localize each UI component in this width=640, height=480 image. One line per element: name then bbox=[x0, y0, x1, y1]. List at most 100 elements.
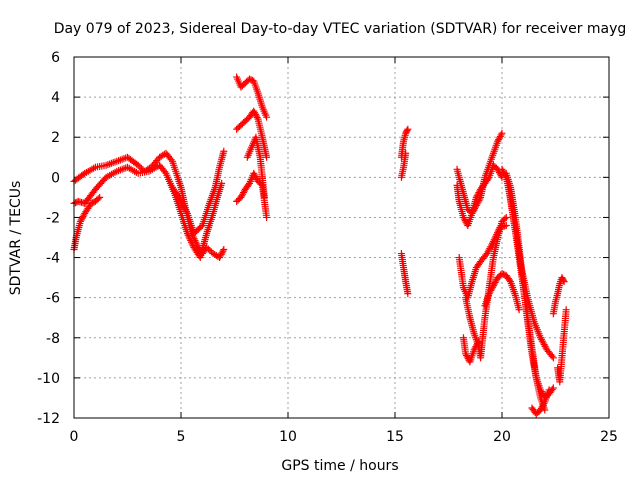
tick-labels: 0 5 10 15 20 25 -12 -10 -8 -6 -4 -2 0 2 4 6 bbox=[37, 50, 618, 445]
series-trace-21 bbox=[528, 386, 553, 418]
series-trace-3 bbox=[70, 193, 104, 254]
series-trace-2 bbox=[70, 161, 226, 262]
data-point bbox=[403, 127, 411, 135]
data-point bbox=[549, 384, 557, 392]
data-marks bbox=[70, 73, 570, 418]
data-point bbox=[134, 161, 142, 169]
data-point bbox=[471, 344, 479, 352]
data-point bbox=[263, 153, 271, 161]
data-point bbox=[496, 132, 504, 140]
y-tick-label: -2 bbox=[46, 210, 60, 226]
data-point bbox=[490, 280, 498, 288]
data-point bbox=[216, 252, 224, 260]
data-point bbox=[560, 278, 568, 286]
data-point bbox=[218, 249, 226, 257]
data-point bbox=[492, 277, 500, 285]
data-point bbox=[239, 189, 247, 197]
data-point bbox=[253, 114, 261, 122]
data-point bbox=[94, 195, 102, 203]
y-tick-label: 6 bbox=[51, 50, 60, 66]
data-point bbox=[167, 156, 175, 164]
grid-lines bbox=[74, 57, 609, 418]
data-point bbox=[459, 213, 467, 221]
data-point bbox=[220, 246, 228, 254]
data-point bbox=[537, 388, 545, 396]
y-tick-label: -4 bbox=[46, 251, 60, 267]
x-tick-label: 20 bbox=[493, 429, 511, 445]
data-point bbox=[487, 286, 495, 294]
data-point bbox=[250, 107, 258, 115]
data-point bbox=[475, 189, 483, 197]
data-point bbox=[562, 306, 570, 314]
data-point bbox=[502, 213, 510, 221]
data-point bbox=[206, 247, 214, 255]
data-point bbox=[96, 193, 104, 201]
y-tick-label: 0 bbox=[51, 170, 60, 186]
data-point bbox=[252, 174, 260, 182]
data-point bbox=[539, 401, 547, 409]
data-point bbox=[183, 208, 191, 216]
data-point bbox=[239, 190, 247, 198]
data-point bbox=[501, 215, 509, 223]
plot-frame bbox=[73, 56, 610, 419]
data-point bbox=[489, 283, 497, 291]
data-point bbox=[252, 112, 260, 120]
chart-title: Day 079 of 2023, Sidereal Day-to-day VTE… bbox=[54, 21, 627, 37]
y-tick-label: -10 bbox=[37, 371, 60, 387]
data-point bbox=[238, 192, 246, 200]
data-point bbox=[263, 113, 271, 121]
data-point bbox=[473, 341, 481, 349]
x-tick-label: 25 bbox=[600, 429, 618, 445]
data-point bbox=[402, 149, 410, 157]
data-point bbox=[251, 109, 259, 117]
y-axis-label: SDTVAR / TECUs bbox=[8, 181, 24, 296]
x-axis-label: GPS time / hours bbox=[281, 458, 398, 474]
data-point bbox=[515, 306, 523, 314]
data-point bbox=[498, 165, 506, 173]
data-point bbox=[260, 193, 268, 201]
data-point bbox=[491, 278, 499, 286]
data-point bbox=[77, 216, 85, 224]
data-point bbox=[137, 164, 145, 172]
data-point bbox=[78, 214, 86, 222]
x-tick-label: 0 bbox=[70, 429, 79, 445]
data-point bbox=[559, 276, 567, 284]
series-trace-6 bbox=[233, 107, 271, 161]
data-point bbox=[251, 173, 259, 181]
data-point bbox=[498, 129, 506, 137]
data-point bbox=[495, 136, 503, 144]
data-point bbox=[250, 169, 258, 177]
data-point bbox=[462, 350, 470, 358]
series-trace-23 bbox=[554, 306, 570, 386]
data-point bbox=[537, 404, 545, 412]
data-point bbox=[216, 254, 224, 262]
data-point bbox=[494, 137, 502, 145]
data-point bbox=[161, 168, 169, 176]
series-trace-10 bbox=[397, 149, 410, 181]
series-trace-11 bbox=[397, 250, 412, 298]
series-trace-20 bbox=[504, 183, 557, 362]
y-tick-label: 4 bbox=[51, 90, 60, 106]
data-point bbox=[548, 352, 556, 360]
data-point bbox=[244, 181, 252, 189]
series-trace-8 bbox=[243, 133, 268, 201]
series-trace-5 bbox=[233, 73, 271, 121]
y-tick-label: -6 bbox=[46, 291, 60, 307]
data-point bbox=[537, 406, 545, 414]
data-point bbox=[76, 217, 84, 225]
data-point bbox=[220, 147, 228, 155]
y-tick-label: -12 bbox=[37, 411, 60, 427]
data-point bbox=[495, 134, 503, 142]
data-point bbox=[473, 192, 481, 200]
series-trace-13 bbox=[453, 161, 506, 229]
data-point bbox=[251, 110, 259, 118]
data-point bbox=[470, 346, 478, 354]
data-point bbox=[237, 193, 245, 201]
data-point bbox=[488, 285, 496, 293]
data-point bbox=[472, 343, 480, 351]
data-point bbox=[472, 193, 480, 201]
data-point bbox=[486, 288, 494, 296]
data-point bbox=[497, 131, 505, 139]
x-tick-label: 15 bbox=[386, 429, 404, 445]
data-point bbox=[549, 354, 557, 362]
